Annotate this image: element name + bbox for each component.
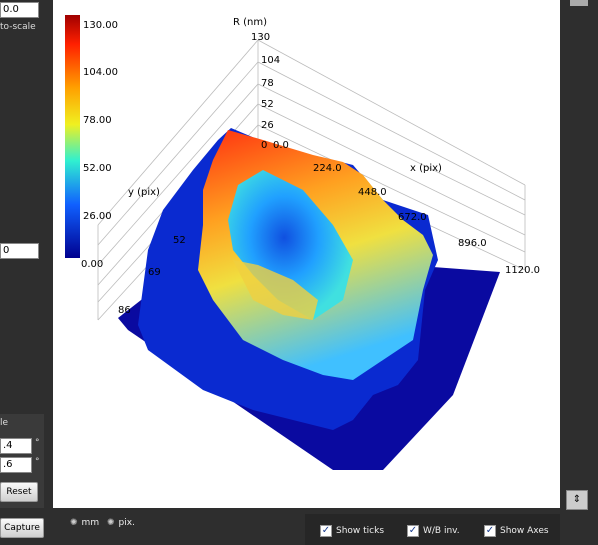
- option-label: Show ticks: [336, 526, 385, 536]
- pix-label: pix.: [118, 518, 135, 528]
- z-tick: 78: [261, 78, 274, 89]
- colorbar-label: 104.00: [83, 67, 118, 78]
- y-tick: 86: [118, 305, 131, 316]
- corner-button[interactable]: [570, 0, 588, 6]
- x-tick: 1120.0: [505, 265, 540, 276]
- x-tick: 672.0: [398, 212, 427, 223]
- z-axis-label: R (nm): [233, 17, 267, 28]
- option-show-axes[interactable]: ✓ Show Axes: [484, 525, 549, 537]
- option-show-ticks[interactable]: ✓ Show ticks: [320, 525, 385, 537]
- x-tick: 896.0: [458, 238, 487, 249]
- y-axis-label: y (pix): [128, 187, 160, 198]
- x-tick: 448.0: [358, 187, 387, 198]
- option-label: Show Axes: [500, 526, 549, 536]
- x-axis-label: x (pix): [410, 163, 442, 174]
- z-tick: 52: [261, 99, 274, 110]
- x-tick: 224.0: [313, 163, 342, 174]
- colorbar-label: 52.00: [83, 163, 112, 174]
- x-tick: 0.0: [273, 140, 289, 151]
- option-wb-inv[interactable]: ✓ W/B inv.: [407, 525, 460, 537]
- mid-input[interactable]: 0: [0, 243, 39, 259]
- top-input[interactable]: 0.0: [0, 2, 39, 18]
- toggle-button[interactable]: ⇕: [566, 490, 588, 510]
- plot-area: 130.00 104.00 78.00 52.00 26.00 0.00 R (…: [53, 0, 560, 508]
- pix-radio[interactable]: ✺ pix.: [107, 518, 135, 528]
- y-tick: 52: [173, 235, 186, 246]
- z-tick: 130: [251, 32, 270, 43]
- reset-button[interactable]: Reset: [0, 482, 38, 502]
- z-tick: 26: [261, 120, 274, 131]
- surface-ridge: [233, 260, 318, 320]
- angle-input-1[interactable]: .4: [0, 438, 32, 454]
- angle-input-2[interactable]: .6: [0, 457, 32, 473]
- mm-radio[interactable]: ✺ mm: [70, 518, 100, 528]
- degree-1: °: [35, 438, 40, 448]
- colorbar: [65, 15, 80, 258]
- autoscale-label: to-scale: [0, 22, 36, 32]
- degree-2: °: [35, 457, 40, 467]
- angle-label: le: [0, 418, 9, 428]
- surface-center: [228, 170, 353, 320]
- colorbar-label: 130.00: [83, 20, 118, 31]
- z-tick: 0: [261, 140, 267, 151]
- y-tick: 69: [148, 267, 161, 278]
- colorbar-label: 0.00: [81, 259, 103, 270]
- colorbar-label: 78.00: [83, 115, 112, 126]
- option-label: W/B inv.: [423, 526, 460, 536]
- options-panel: [305, 514, 560, 545]
- capture-button[interactable]: Capture: [0, 518, 44, 538]
- axes-box: [97, 39, 526, 321]
- z-tick: 104: [261, 55, 280, 66]
- colorbar-label: 26.00: [83, 211, 112, 222]
- mm-label: mm: [81, 518, 100, 528]
